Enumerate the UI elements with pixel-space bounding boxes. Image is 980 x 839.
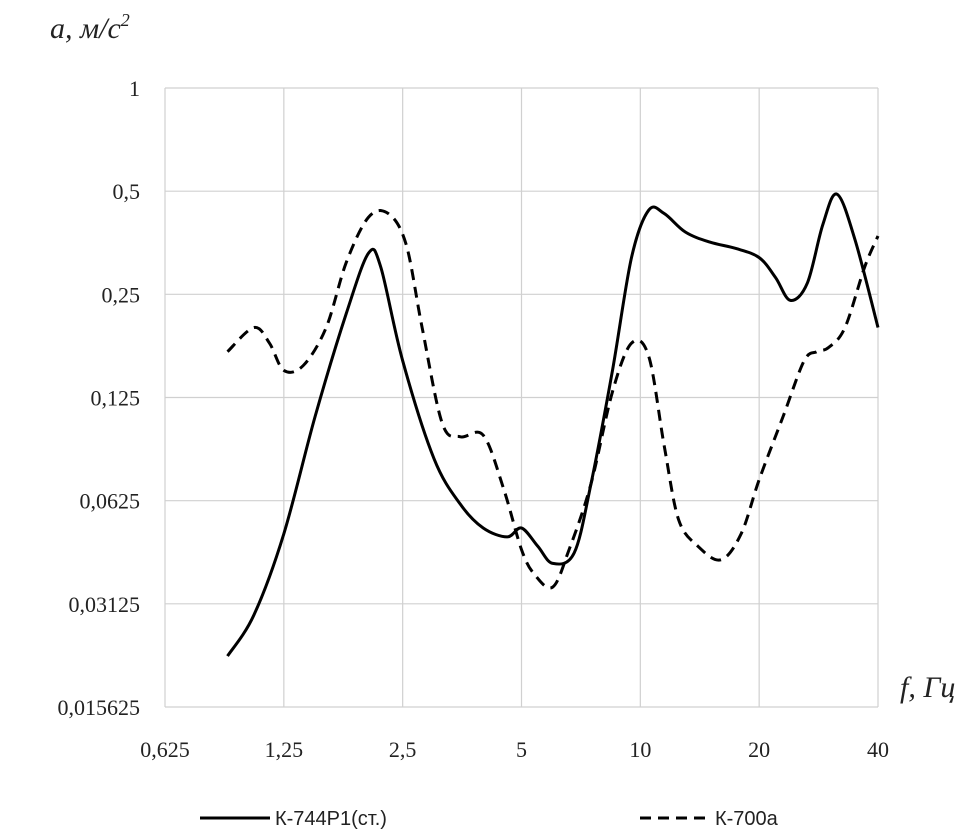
x-tick-label: 20 [748,737,770,762]
x-axis-label: f, Гц [900,671,955,704]
y-tick-label: 0,015625 [58,695,141,720]
y-tick-label: 1 [129,76,140,101]
x-tick-label: 2,5 [389,737,417,762]
x-tick-labels: 0,625 1,25 2,5 5 10 20 40 [140,737,889,762]
series-line-1 [226,192,880,657]
y-tick-label: 0,0625 [80,489,141,514]
x-tick-label: 0,625 [140,737,190,762]
y-tick-labels: 0,015625 0,03125 0,0625 0,125 0,25 0,5 1 [58,76,141,720]
y-axis-label: a, м/с2 [50,10,130,45]
y-tick-label: 0,03125 [69,592,141,617]
y-tick-label: 0,5 [113,179,141,204]
y-tick-label: 0,25 [102,282,141,307]
legend-label-2: К-700а [715,808,779,830]
legend: К-744Р1(ст.) К-700а [200,808,779,830]
x-tick-label: 1,25 [265,737,304,762]
y-tick-label: 0,125 [91,386,141,411]
series-line-2 [226,209,880,590]
series-layer [226,192,880,657]
x-tick-label: 40 [867,737,889,762]
x-tick-label: 10 [629,737,651,762]
legend-label-1: К-744Р1(ст.) [275,808,387,830]
x-tick-label: 5 [516,737,527,762]
grid [164,87,879,708]
